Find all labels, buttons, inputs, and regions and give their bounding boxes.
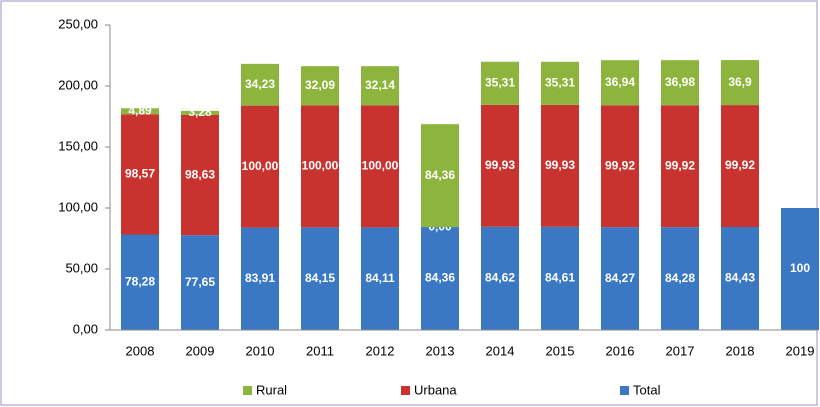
legend-label: Rural bbox=[256, 382, 287, 397]
bar-segment bbox=[661, 105, 699, 228]
bar-segment bbox=[541, 104, 579, 227]
x-tick-label: 2014 bbox=[486, 343, 515, 358]
value-label: 78,28 bbox=[125, 274, 155, 288]
bar-segment bbox=[601, 60, 639, 106]
bar-segment bbox=[181, 110, 219, 115]
bar-segment bbox=[721, 105, 759, 227]
x-tick-label: 2018 bbox=[726, 343, 755, 358]
bar-segment bbox=[781, 208, 819, 330]
value-label: 84,36 bbox=[425, 168, 455, 182]
value-label: 83,91 bbox=[245, 271, 275, 285]
bar-segment bbox=[121, 108, 159, 115]
bar-segment bbox=[541, 226, 579, 330]
bar-segment bbox=[241, 227, 279, 330]
x-tick-label: 2010 bbox=[246, 343, 275, 358]
value-label: 32,09 bbox=[305, 78, 335, 92]
bar-segment bbox=[481, 226, 519, 330]
x-tick-label: 2009 bbox=[186, 343, 215, 358]
bar-segment bbox=[181, 114, 219, 236]
bar-segment bbox=[721, 60, 759, 106]
bar-segment bbox=[661, 60, 699, 106]
value-label: 84,61 bbox=[545, 271, 575, 285]
legend-swatch bbox=[620, 386, 629, 395]
value-label: 84,11 bbox=[365, 271, 395, 285]
value-label: 84,36 bbox=[425, 271, 455, 285]
value-label: 77,65 bbox=[185, 275, 215, 289]
bar-segment bbox=[121, 234, 159, 330]
bar-segment bbox=[601, 227, 639, 330]
value-label: 3,28 bbox=[188, 105, 212, 119]
y-tick-label: 150,00 bbox=[58, 138, 98, 153]
value-label: 36,94 bbox=[605, 75, 635, 89]
y-tick-label: 200,00 bbox=[58, 77, 98, 92]
value-label: 35,31 bbox=[485, 75, 515, 89]
bar-segment bbox=[481, 104, 519, 227]
legend-swatch bbox=[401, 386, 410, 395]
value-label: 36,98 bbox=[665, 75, 695, 89]
value-label: 34,23 bbox=[245, 77, 275, 91]
legend-label: Urbana bbox=[414, 382, 457, 397]
bar-segment bbox=[361, 66, 399, 106]
value-label: 98,57 bbox=[125, 167, 155, 181]
value-label: 100,00 bbox=[242, 159, 279, 173]
value-label: 84,62 bbox=[485, 271, 515, 285]
bar-segment bbox=[361, 105, 399, 228]
bar-segment bbox=[361, 227, 399, 330]
legend-swatch bbox=[243, 386, 252, 395]
x-tick-label: 2012 bbox=[366, 343, 395, 358]
value-label: 99,92 bbox=[725, 158, 755, 172]
bar-segment bbox=[301, 227, 339, 330]
value-label: 100 bbox=[790, 261, 810, 275]
bar-segment bbox=[421, 124, 459, 228]
x-tick-label: 2008 bbox=[126, 343, 155, 358]
x-tick-label: 2015 bbox=[546, 343, 575, 358]
x-tick-label: 2016 bbox=[606, 343, 635, 358]
value-label: 99,93 bbox=[485, 158, 515, 172]
value-label: 100,00 bbox=[302, 159, 339, 173]
bar-segment bbox=[541, 61, 579, 105]
value-label: 84,28 bbox=[665, 271, 695, 285]
value-label: 100,00 bbox=[362, 159, 399, 173]
y-tick-label: 100,00 bbox=[58, 199, 98, 214]
value-label: 32,14 bbox=[365, 78, 395, 92]
value-label: 99,92 bbox=[605, 158, 635, 172]
legend-label: Total bbox=[633, 382, 661, 397]
y-tick-label: 50,00 bbox=[65, 260, 98, 275]
y-tick-label: 0,00 bbox=[73, 321, 98, 336]
bar-segment bbox=[181, 235, 219, 330]
value-label: 99,93 bbox=[545, 158, 575, 172]
bar-segment bbox=[421, 227, 459, 330]
value-label: 4,89 bbox=[128, 103, 152, 117]
value-label: 98,63 bbox=[185, 167, 215, 181]
value-label: 99,92 bbox=[665, 158, 695, 172]
x-tick-label: 2019 bbox=[786, 343, 815, 358]
x-tick-label: 2013 bbox=[426, 343, 455, 358]
y-tick-label: 250,00 bbox=[58, 16, 98, 31]
bar-segment bbox=[241, 63, 279, 106]
value-label: 84,15 bbox=[305, 271, 335, 285]
x-tick-label: 2017 bbox=[666, 343, 695, 358]
bar-segment bbox=[481, 61, 519, 105]
value-label: 35,31 bbox=[545, 75, 575, 89]
bar-segment bbox=[721, 226, 759, 330]
bar-segment bbox=[601, 105, 639, 228]
bar-segment bbox=[301, 105, 339, 228]
bar-segment bbox=[241, 105, 279, 228]
bar-segment bbox=[121, 114, 159, 235]
value-label: 84,27 bbox=[605, 271, 635, 285]
value-label: 84,43 bbox=[725, 271, 755, 285]
value-label: 36,9 bbox=[728, 75, 752, 89]
bar-segment bbox=[301, 66, 339, 106]
x-tick-label: 2011 bbox=[306, 343, 334, 358]
bar-segment bbox=[661, 227, 699, 330]
